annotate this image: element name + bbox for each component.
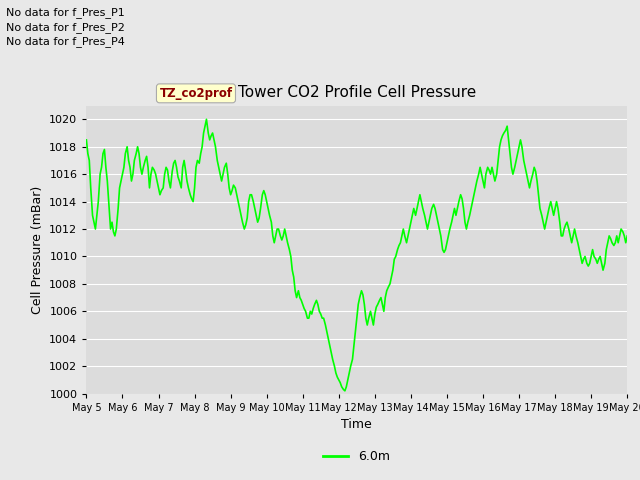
Text: No data for f_Pres_P4: No data for f_Pres_P4 — [6, 36, 125, 47]
X-axis label: Time: Time — [341, 418, 372, 431]
Y-axis label: Cell Pressure (mBar): Cell Pressure (mBar) — [31, 185, 44, 314]
Title: Tower CO2 Profile Cell Pressure: Tower CO2 Profile Cell Pressure — [237, 85, 476, 100]
Legend: 6.0m: 6.0m — [318, 445, 396, 468]
Text: No data for f_Pres_P1: No data for f_Pres_P1 — [6, 7, 125, 18]
Text: No data for f_Pres_P2: No data for f_Pres_P2 — [6, 22, 125, 33]
Text: TZ_co2prof: TZ_co2prof — [159, 87, 232, 100]
